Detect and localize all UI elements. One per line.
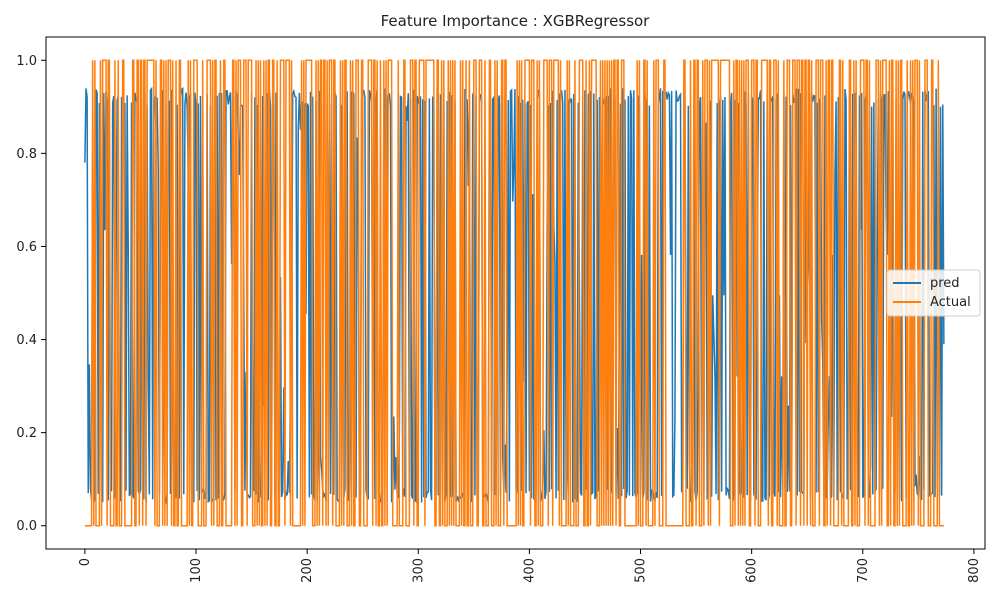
x-tick-label: 0 <box>78 558 93 566</box>
x-tick-label: 400 <box>522 558 537 583</box>
x-tick-label: 600 <box>745 558 760 583</box>
legend: pred Actual <box>886 269 981 317</box>
y-tick-label: 1.0 <box>16 54 37 69</box>
x-axis: 0 100 200 300 400 500 600 700 800 <box>78 549 982 583</box>
x-tick-label: 500 <box>634 558 649 583</box>
y-tick-label: 0.6 <box>16 240 37 255</box>
y-tick-label: 0.0 <box>16 519 37 534</box>
plot-frame <box>45 36 986 550</box>
legend-label-pred: pred <box>930 276 960 291</box>
y-tick-label: 0.8 <box>16 147 37 162</box>
chart-title: Feature Importance : XGBRegressor <box>380 12 650 30</box>
x-tick-label: 100 <box>189 558 204 583</box>
x-tick-label: 700 <box>856 558 871 583</box>
series-line-actual <box>84 59 944 527</box>
y-tick-label: 0.2 <box>16 426 37 441</box>
legend-box <box>886 269 981 317</box>
series-layer <box>84 59 945 527</box>
y-axis: 0.0 0.2 0.4 0.6 0.8 1.0 <box>16 54 46 534</box>
x-tick-label: 200 <box>300 558 315 583</box>
x-tick-label: 300 <box>411 558 426 583</box>
y-tick-label: 0.4 <box>16 333 37 348</box>
x-tick-label: 800 <box>967 558 982 583</box>
legend-label-actual: Actual <box>930 295 971 310</box>
